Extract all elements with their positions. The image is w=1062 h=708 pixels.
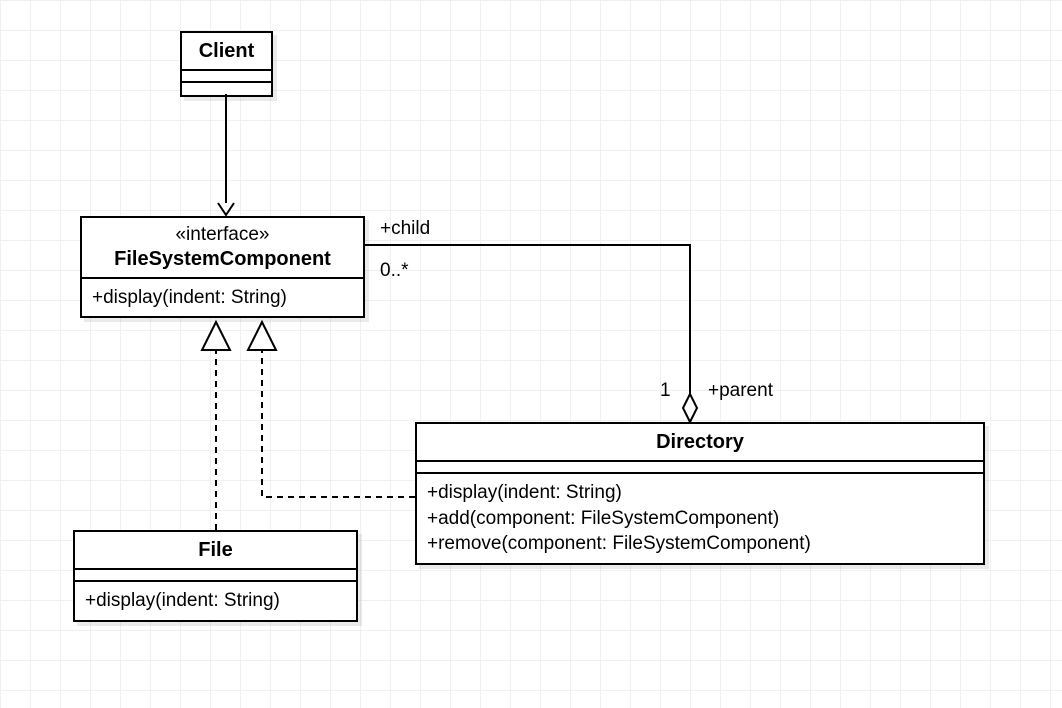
diagram-canvas: Client «interface» FileSystemComponent +… — [0, 0, 1062, 708]
class-component: «interface» FileSystemComponent +display… — [80, 216, 365, 318]
class-directory-ops: +display(indent: String) +add(component:… — [417, 474, 983, 563]
label-parent-mult: 1 — [660, 380, 671, 402]
class-directory-name: Directory — [656, 431, 744, 453]
class-directory-op-2: +remove(component: FileSystemComponent) — [427, 531, 973, 557]
class-component-title: «interface» FileSystemComponent — [82, 218, 363, 279]
class-directory: Directory +display(indent: String) +add(… — [415, 422, 985, 565]
class-file-ops: +display(indent: String) — [75, 582, 356, 620]
class-component-stereotype: «interface» — [90, 224, 355, 247]
class-file-name: File — [198, 539, 232, 561]
edge-client-to-component — [218, 94, 234, 215]
class-client: Client — [180, 31, 273, 97]
edge-directory-realizes-component — [248, 322, 415, 497]
edge-directory-aggregates-component — [365, 245, 697, 422]
label-child-mult: 0..* — [380, 260, 409, 282]
class-directory-title: Directory — [417, 424, 983, 462]
class-client-ops — [182, 83, 271, 95]
class-directory-op-0: +display(indent: String) — [427, 480, 973, 506]
class-client-title: Client — [182, 33, 271, 71]
class-directory-op-1: +add(component: FileSystemComponent) — [427, 506, 973, 532]
class-client-attrs — [182, 71, 271, 83]
class-component-name: FileSystemComponent — [114, 248, 331, 270]
class-file-title: File — [75, 532, 356, 570]
class-component-ops: +display(indent: String) — [82, 279, 363, 317]
class-file-attrs — [75, 570, 356, 582]
class-client-name: Client — [199, 40, 255, 62]
edge-file-realizes-component — [202, 322, 230, 530]
class-file: File +display(indent: String) — [73, 530, 358, 622]
label-parent-role: +parent — [708, 380, 773, 402]
label-child-role: +child — [380, 218, 430, 240]
class-component-op-0: +display(indent: String) — [92, 285, 353, 311]
class-file-op-0: +display(indent: String) — [85, 588, 346, 614]
class-directory-attrs — [417, 462, 983, 474]
